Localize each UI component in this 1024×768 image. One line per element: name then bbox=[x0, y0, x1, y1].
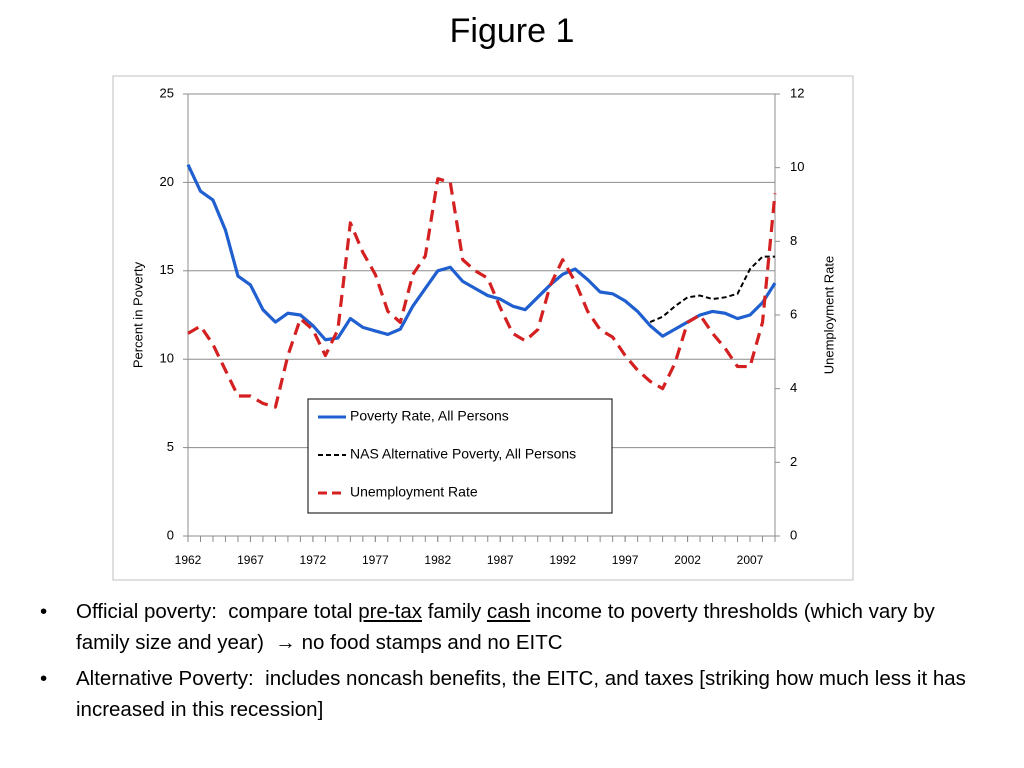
x-tick-label: 1987 bbox=[487, 553, 514, 567]
legend-box bbox=[307, 398, 613, 514]
bullet-text: Official poverty: compare total bbox=[76, 600, 359, 623]
bullet-list: Official poverty: compare total pre-tax … bbox=[40, 596, 990, 730]
y-tick-label: 10 bbox=[160, 351, 174, 366]
legend-label: NAS Alternative Poverty, All Persons bbox=[350, 446, 576, 462]
x-tick-label: 1972 bbox=[300, 553, 327, 567]
x-tick-label: 1992 bbox=[549, 553, 576, 567]
legend-label: Unemployment Rate bbox=[350, 484, 478, 500]
slide-title: Figure 1 bbox=[449, 12, 575, 50]
x-tick-label: 1977 bbox=[362, 553, 389, 567]
bullet: Official poverty: compare total pre-tax … bbox=[40, 596, 990, 658]
legend-label: Poverty Rate, All Persons bbox=[350, 408, 509, 424]
bullet-text: family bbox=[422, 600, 487, 623]
y-tick-label: 15 bbox=[160, 262, 174, 277]
y2-tick-label: 12 bbox=[790, 85, 804, 100]
y2-tick-label: 8 bbox=[790, 233, 797, 248]
y2-axis-title: Unemployment Rate bbox=[821, 256, 836, 375]
chart: 0 5 10 15 20 25 0 2 4 6 8 10 12 1962 1967 1972 1977 1982 1… bbox=[112, 75, 854, 581]
x-tick-label: 1982 bbox=[424, 553, 451, 567]
y-tick-label: 25 bbox=[160, 85, 174, 100]
bullet-text: income to poverty thresholds (which vary… bbox=[76, 600, 941, 654]
y-tick-label: 5 bbox=[167, 439, 174, 454]
x-tick-label: 1967 bbox=[237, 553, 264, 567]
y2-tick-label: 0 bbox=[790, 527, 797, 542]
y2-tick-label: 2 bbox=[790, 454, 797, 469]
bullet-text: Alternative Poverty: includes noncash be… bbox=[76, 667, 972, 721]
x-tick-label: 1997 bbox=[612, 553, 639, 567]
y-axis-title: Percent in Poverty bbox=[130, 261, 145, 368]
y2-tick-label: 4 bbox=[790, 380, 797, 395]
series-line bbox=[649, 255, 775, 323]
x-tick-label: 1962 bbox=[175, 553, 202, 567]
x-tick-label: 2007 bbox=[737, 553, 764, 567]
y-tick-label: 20 bbox=[160, 174, 174, 189]
x-tick-label: 2002 bbox=[674, 553, 701, 567]
y2-tick-label: 6 bbox=[790, 306, 797, 321]
bullet: Alternative Poverty: includes noncash be… bbox=[40, 663, 990, 725]
y2-tick-label: 10 bbox=[790, 159, 804, 174]
underlined-text: pre-tax bbox=[358, 600, 422, 623]
y-tick-label: 0 bbox=[167, 527, 174, 542]
series-line bbox=[187, 177, 777, 409]
series-line bbox=[186, 164, 777, 342]
underlined-text: cash bbox=[486, 600, 531, 623]
